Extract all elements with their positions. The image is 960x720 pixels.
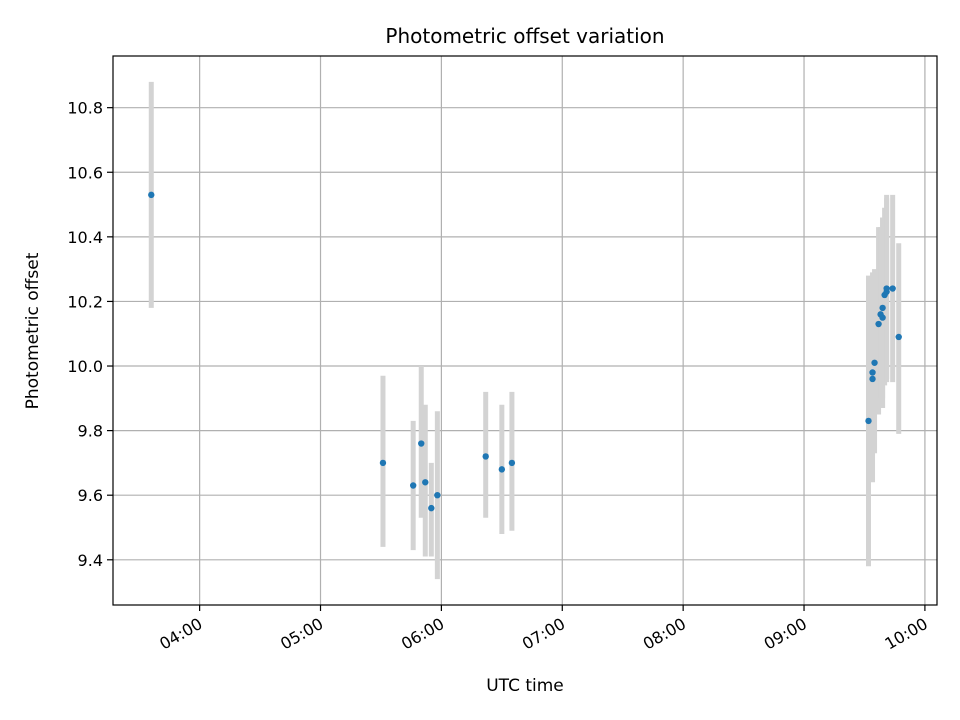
- data-point: [875, 320, 882, 328]
- data-point: [869, 375, 876, 383]
- data-point: [434, 492, 441, 499]
- data-point: [422, 479, 429, 486]
- x-axis-ticks: 04:00 05:00 06:00 07:00 08:00 09:00 10:00: [156, 605, 931, 654]
- data-point: [148, 191, 155, 199]
- data-point: [418, 440, 425, 447]
- x-tick-label: 10:00: [881, 614, 930, 654]
- x-tick-label: 04:00: [156, 614, 205, 654]
- grid: [113, 56, 937, 605]
- chart-title: Photometric offset variation: [385, 24, 664, 48]
- x-axis-label: UTC time: [486, 676, 564, 696]
- data-point: [895, 333, 902, 341]
- data-point: [879, 314, 886, 321]
- x-tick-label: 06:00: [398, 614, 447, 654]
- y-axis-label: Photometric offset: [23, 252, 43, 409]
- data-point: [879, 304, 886, 312]
- data-point: [869, 369, 876, 376]
- data-point: [409, 482, 417, 489]
- y-tick-label: 9.8: [78, 422, 103, 441]
- data-point: [482, 453, 489, 460]
- data-point: [865, 417, 872, 425]
- y-tick-label: 9.6: [78, 486, 103, 505]
- y-tick-label: 9.4: [78, 551, 103, 570]
- data-point: [379, 459, 387, 467]
- data-point: [871, 359, 878, 366]
- data-point: [883, 285, 890, 292]
- y-tick-label: 10.6: [67, 163, 103, 182]
- plot-frame: [112, 55, 938, 606]
- error-bars: [148, 81, 902, 580]
- y-tick-label: 10.0: [67, 357, 103, 376]
- y-tick-label: 10.2: [67, 292, 103, 311]
- y-axis-ticks: 9.4 9.6 9.8 10.0 10.2 10.4 10.6 10.8: [67, 99, 113, 570]
- x-tick-label: 05:00: [277, 614, 326, 654]
- data-point: [889, 285, 896, 292]
- data-point: [428, 504, 435, 512]
- data-point: [508, 459, 516, 467]
- x-tick-label: 08:00: [640, 614, 689, 654]
- y-tick-label: 10.8: [67, 99, 103, 118]
- y-tick-label: 10.4: [67, 228, 103, 247]
- x-tick-label: 07:00: [519, 614, 568, 654]
- data-point: [498, 466, 506, 473]
- data-points: [148, 191, 902, 512]
- x-tick-label: 09:00: [761, 614, 810, 654]
